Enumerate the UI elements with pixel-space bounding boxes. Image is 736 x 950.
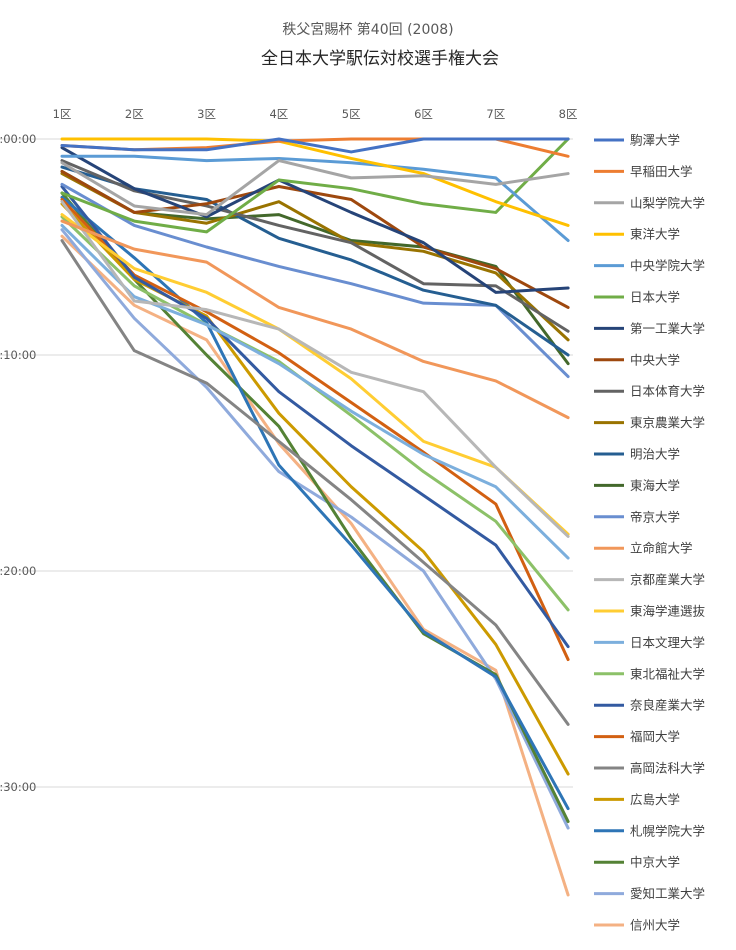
legend-label: 奈良産業大学: [630, 698, 705, 713]
y-tick-label: 0:30:00: [0, 780, 36, 794]
legend-label: 明治大学: [630, 447, 680, 462]
x-tick-label: 2区: [125, 107, 144, 121]
series-line: [60, 146, 570, 294]
legend-label: 第一工業大学: [630, 321, 705, 336]
legend-label: 札幌学院大学: [630, 823, 705, 838]
legend-label: 中京大学: [630, 855, 680, 870]
legend-label: 早稲田大学: [630, 164, 693, 179]
legend-label: 山梨学院大学: [630, 195, 705, 210]
x-tick-label: 3区: [197, 107, 216, 121]
legend-label: 日本大学: [630, 290, 680, 305]
series-line: [60, 172, 570, 342]
series-line: [60, 213, 570, 536]
series-line: [60, 154, 570, 243]
series-line: [60, 228, 570, 830]
series-lines: [60, 137, 570, 897]
legend-label: 福岡大学: [630, 729, 680, 744]
legend-label: 中央学院大学: [630, 258, 705, 273]
series-line: [60, 165, 570, 357]
series-line: [60, 182, 570, 379]
legend-label: 東洋大学: [630, 227, 680, 242]
x-tick-label: 4区: [269, 107, 288, 121]
series-line: [60, 159, 570, 217]
legend-label: 日本文理大学: [630, 635, 705, 650]
x-tick-label: 8区: [559, 107, 578, 121]
legend-label: 日本体育大学: [630, 384, 705, 399]
legend-label: 立命館大学: [630, 541, 693, 556]
series-line: [60, 137, 570, 158]
legend-label: 愛知工業大学: [630, 886, 705, 901]
legend-label: 京都産業大学: [630, 572, 705, 587]
x-tick-label: 1区: [53, 107, 72, 121]
x-tick-label: 6区: [414, 107, 433, 121]
series-line: [60, 137, 570, 154]
legend-label: 駒澤大学: [630, 133, 680, 148]
legend-label: 東海大学: [630, 478, 680, 493]
legend-label: 東京農業大学: [630, 415, 705, 430]
series-line: [60, 219, 570, 420]
legend-label: 帝京大学: [630, 509, 680, 524]
legend-label: 信州大学: [630, 918, 680, 933]
x-axis-ticks: 1区 2区 3区 4区 5区 6区 7区 8区: [53, 107, 578, 121]
series-line: [60, 200, 570, 538]
series-line: [60, 137, 570, 234]
series-line: [60, 197, 570, 662]
chart-title: 秩父宮賜杯 第40回 (2008): [282, 21, 453, 38]
legend-label: 中央大学: [630, 352, 680, 367]
y-tick-label: 0:20:00: [0, 564, 36, 578]
series-line: [60, 169, 570, 309]
legend: 駒澤大学早稲田大学山梨学院大学東洋大学中央学院大学日本大学第一工業大学中央大学日…: [594, 133, 706, 933]
series-line: [60, 234, 570, 897]
series-line: [60, 137, 570, 227]
legend-label: 高岡法科大学: [630, 761, 705, 776]
series-line: [60, 185, 570, 649]
legend-label: 東北福祉大学: [630, 666, 705, 681]
x-tick-label: 7区: [486, 107, 505, 121]
y-tick-label: 0:10:00: [0, 348, 36, 362]
legend-label: 広島大学: [630, 792, 680, 807]
x-tick-label: 5区: [342, 107, 361, 121]
legend-label: 東海学連選抜: [630, 604, 706, 619]
y-tick-label: 0:00:00: [0, 132, 36, 146]
y-axis-ticks: 0:00:00 0:10:00 0:20:00 0:30:00: [0, 132, 36, 794]
series-line: [60, 239, 570, 726]
chart-subtitle: 全日本大学駅伝対校選手権大会: [261, 49, 499, 69]
series-line: [60, 195, 570, 811]
